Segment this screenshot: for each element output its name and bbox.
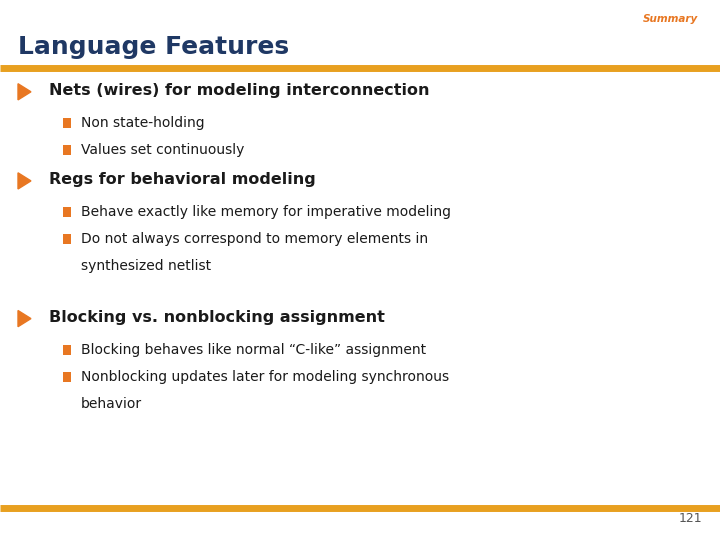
Text: Nets (wires) for modeling interconnection: Nets (wires) for modeling interconnectio…	[49, 83, 429, 98]
Bar	[63, 207, 71, 217]
Bar	[63, 145, 71, 155]
Text: behavior: behavior	[81, 397, 142, 411]
Bar	[63, 118, 71, 128]
Text: Blocking vs. nonblocking assignment: Blocking vs. nonblocking assignment	[49, 310, 384, 325]
Text: Regs for behavioral modeling: Regs for behavioral modeling	[49, 172, 315, 187]
Polygon shape	[18, 173, 31, 189]
Text: Nonblocking updates later for modeling synchronous: Nonblocking updates later for modeling s…	[81, 370, 449, 384]
Text: Do not always correspond to memory elements in: Do not always correspond to memory eleme…	[81, 232, 428, 246]
Text: Summary: Summary	[643, 14, 698, 24]
Bar	[63, 345, 71, 355]
Text: Non state-holding: Non state-holding	[81, 116, 204, 130]
Polygon shape	[18, 310, 31, 327]
Text: Behave exactly like memory for imperative modeling: Behave exactly like memory for imperativ…	[81, 205, 451, 219]
Text: Values set continuously: Values set continuously	[81, 143, 244, 157]
Text: Language Features: Language Features	[18, 35, 289, 59]
Text: synthesized netlist: synthesized netlist	[81, 259, 211, 273]
Text: 121: 121	[678, 512, 702, 525]
Bar	[63, 234, 71, 244]
Polygon shape	[18, 84, 31, 100]
Text: Blocking behaves like normal “C-like” assignment: Blocking behaves like normal “C-like” as…	[81, 343, 426, 357]
Bar	[63, 372, 71, 382]
